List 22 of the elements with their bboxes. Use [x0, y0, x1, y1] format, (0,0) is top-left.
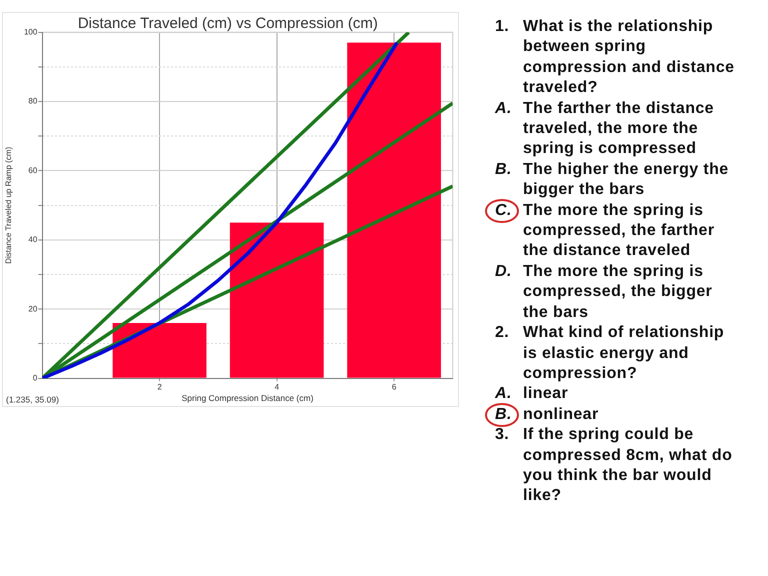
chart-title: Distance Traveled (cm) vs Compression (cm): [78, 15, 378, 32]
y-tick-label: 100: [24, 28, 38, 37]
text: 2. What kind of relationship is elastic energy and compression?: [495, 323, 726, 384]
text: D. The more the spring is compressed, the bigger the bars: [495, 262, 714, 323]
x-tick-label: 4: [274, 382, 280, 392]
x-tick-label: 2: [157, 382, 162, 392]
text: C. The more the spring is compressed, the farther the distance traveled: [495, 200, 716, 262]
text: (1.235, 35.09): [6, 394, 60, 404]
text: A. The farther the distance traveled, the more the spring is compressed: [495, 98, 715, 160]
text: 3. If the spring could be compressed 8cm, what do you think the bar would like?: [495, 425, 734, 506]
y-tick-label: 60: [28, 166, 38, 175]
y-axis-title: Distance Traveled up Ramp (cm): [4, 146, 14, 264]
x-axis-title: Spring Compression Distance (cm): [182, 393, 314, 404]
text: B. nonlinear: [495, 404, 600, 425]
text: A. linear: [495, 384, 570, 404]
y-tick-label: 20: [28, 304, 38, 314]
text: B. The higher the energy the bigger the bars: [495, 160, 730, 200]
y-tick-label: 40: [28, 235, 38, 244]
x-tick-label: 6: [392, 382, 397, 392]
text: 1. What is the relationship between spring compression and distance traveled?: [495, 17, 736, 98]
y-tick-label: 80: [28, 96, 38, 106]
y-tick-label: 0: [32, 374, 38, 383]
